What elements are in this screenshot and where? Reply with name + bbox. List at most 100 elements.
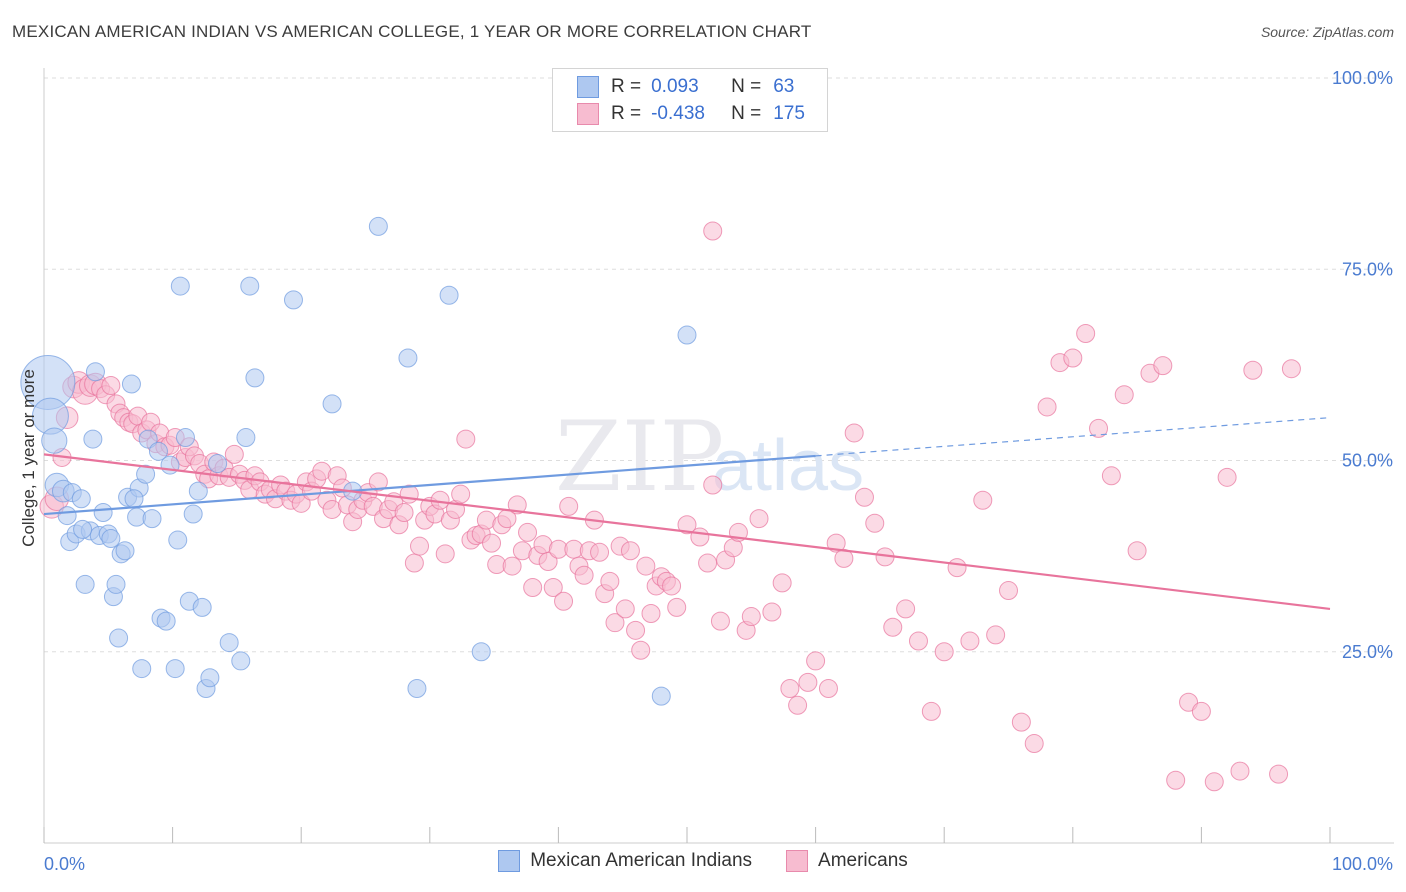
y-tick-label: 100.0% bbox=[1332, 68, 1393, 88]
point-mexican-american-indians bbox=[677, 325, 697, 345]
point-americans bbox=[883, 617, 903, 637]
point-americans bbox=[947, 558, 967, 578]
y-axis-label: College, 1 year or more bbox=[19, 369, 38, 547]
point-mexican-american-indians bbox=[73, 519, 93, 539]
point-americans bbox=[703, 221, 723, 241]
blue-swatch bbox=[498, 850, 521, 872]
r-label: R = bbox=[611, 103, 642, 124]
stats-legend-row-pink: R = -0.438 N = 175 bbox=[577, 100, 805, 128]
y-tick-label: 25.0% bbox=[1342, 642, 1393, 662]
point-americans bbox=[451, 484, 471, 504]
point-americans bbox=[780, 678, 800, 698]
point-americans bbox=[1063, 348, 1083, 368]
watermark-zip: ZIP bbox=[555, 401, 724, 513]
point-americans bbox=[1191, 701, 1211, 721]
point-mexican-american-indians bbox=[407, 678, 427, 698]
point-americans bbox=[410, 536, 430, 556]
point-mexican-american-indians bbox=[156, 611, 176, 631]
point-americans bbox=[1153, 356, 1173, 376]
point-americans bbox=[788, 695, 808, 715]
x-tick-label: 100.0% bbox=[1332, 854, 1393, 874]
point-americans bbox=[844, 423, 864, 443]
point-americans bbox=[626, 620, 646, 640]
point-mexican-american-indians bbox=[471, 642, 491, 662]
point-mexican-american-indians bbox=[115, 541, 135, 561]
point-americans bbox=[749, 509, 769, 529]
point-americans bbox=[482, 533, 502, 553]
point-mexican-american-indians bbox=[208, 454, 228, 474]
point-americans bbox=[1127, 541, 1147, 561]
series-label: Mexican American Indians bbox=[530, 850, 753, 871]
point-mexican-american-indians bbox=[231, 651, 251, 671]
point-americans bbox=[667, 597, 687, 617]
point-americans bbox=[224, 444, 244, 464]
data-points bbox=[20, 216, 1301, 792]
point-mexican-american-indians bbox=[188, 481, 208, 501]
point-americans bbox=[1230, 761, 1250, 781]
point-mexican-american-indians bbox=[439, 285, 459, 305]
point-mexican-american-indians bbox=[322, 394, 342, 414]
point-americans bbox=[1166, 770, 1186, 790]
point-americans bbox=[854, 487, 874, 507]
blue-swatch bbox=[577, 76, 599, 98]
point-mexican-american-indians bbox=[106, 574, 126, 594]
point-mexican-american-indians bbox=[124, 489, 144, 509]
point-mexican-american-indians bbox=[651, 686, 671, 706]
point-mexican-american-indians bbox=[183, 504, 203, 524]
point-mexican-american-indians bbox=[200, 668, 220, 688]
stats-legend: R = 0.093 N = 63 R = -0.438 N = 175 bbox=[552, 68, 828, 132]
point-mexican-american-indians bbox=[109, 628, 129, 648]
point-mexican-american-indians bbox=[368, 216, 388, 236]
point-americans bbox=[1024, 734, 1044, 754]
point-americans bbox=[1217, 467, 1237, 487]
point-americans bbox=[543, 577, 563, 597]
point-americans bbox=[762, 602, 782, 622]
point-mexican-american-indians bbox=[142, 509, 162, 529]
point-americans bbox=[798, 672, 818, 692]
point-americans bbox=[600, 571, 620, 591]
point-americans bbox=[641, 604, 661, 623]
point-mexican-american-indians bbox=[93, 503, 113, 523]
point-americans bbox=[636, 556, 656, 576]
pink-swatch bbox=[786, 850, 809, 872]
point-mexican-american-indians bbox=[75, 574, 95, 594]
point-americans bbox=[999, 581, 1018, 601]
watermark: ZIP atlas bbox=[555, 401, 864, 513]
point-americans bbox=[826, 533, 846, 553]
point-mexican-american-indians bbox=[165, 659, 185, 679]
point-mexican-american-indians bbox=[148, 441, 168, 461]
series-legend: Mexican American Indians Americans bbox=[0, 850, 1406, 872]
n-value: 175 bbox=[773, 103, 805, 124]
point-americans bbox=[865, 513, 885, 533]
point-americans bbox=[1089, 418, 1109, 438]
point-americans bbox=[710, 611, 730, 631]
point-americans bbox=[456, 429, 476, 449]
point-americans bbox=[590, 542, 610, 562]
point-americans bbox=[507, 495, 527, 515]
point-americans bbox=[554, 591, 574, 611]
r-value: 0.093 bbox=[651, 76, 699, 97]
point-americans bbox=[741, 607, 761, 627]
point-americans bbox=[518, 522, 538, 542]
axes bbox=[43, 68, 1394, 844]
x-tick-label: 0.0% bbox=[44, 854, 85, 874]
point-mexican-american-indians bbox=[138, 429, 158, 449]
point-americans bbox=[908, 631, 928, 651]
point-americans bbox=[394, 503, 414, 523]
point-mexican-american-indians bbox=[245, 368, 265, 388]
point-mexican-american-indians bbox=[83, 429, 103, 449]
n-label: N = bbox=[731, 76, 762, 97]
point-americans bbox=[1101, 466, 1121, 486]
point-americans bbox=[973, 490, 993, 510]
point-americans bbox=[921, 701, 941, 721]
point-americans bbox=[1281, 359, 1301, 379]
point-americans bbox=[1243, 360, 1263, 380]
point-americans bbox=[703, 475, 723, 495]
point-americans bbox=[1179, 692, 1199, 712]
point-americans bbox=[1037, 397, 1057, 417]
point-mexican-american-indians bbox=[101, 529, 121, 549]
n-label: N = bbox=[731, 103, 762, 124]
point-americans bbox=[806, 651, 826, 671]
point-americans bbox=[960, 631, 980, 651]
